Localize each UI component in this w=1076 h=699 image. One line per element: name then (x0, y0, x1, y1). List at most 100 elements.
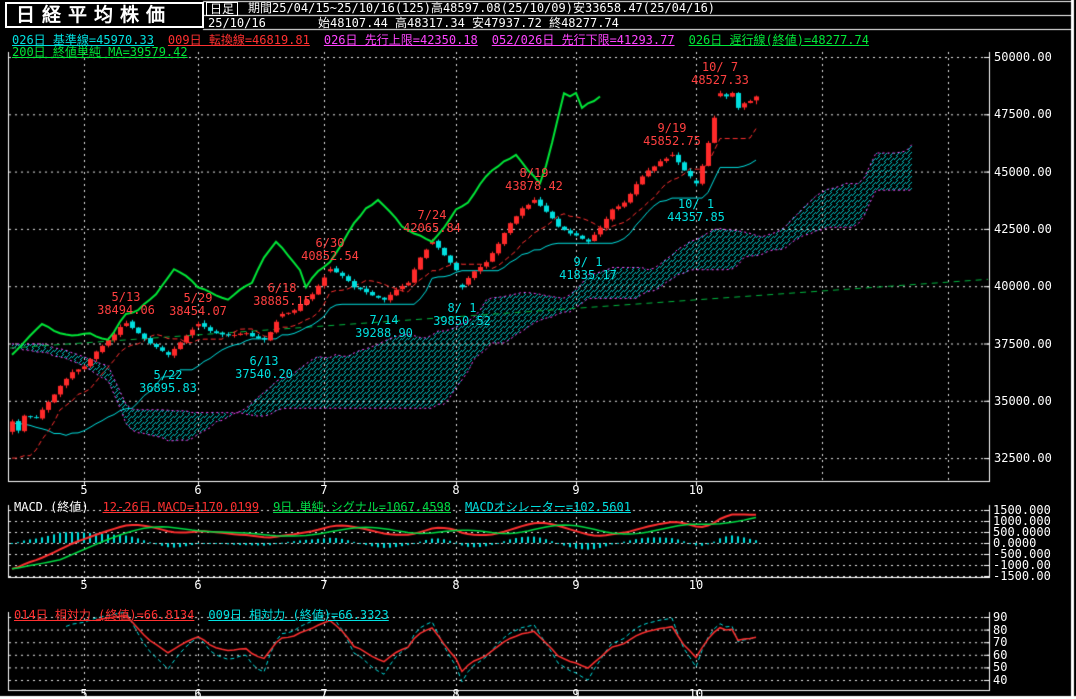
ichimoku-legend-item: 009日 転換線=46819.81 (167, 33, 310, 47)
swing-label-low: 5/22 36895.83 (139, 369, 197, 395)
macd-legend: MACD (終値) 12-26日 MACD=1170.0199 9日 単純 シグナル… (14, 498, 631, 515)
swing-label-low: 10/ 1 44357.85 (667, 198, 725, 224)
swing-label-high: 7/24 42065.84 (403, 207, 461, 235)
macd-month-label: 7 (320, 578, 328, 592)
rsi-month-label: 5 (80, 687, 88, 699)
app-title: 日経平均株価 (16, 4, 173, 26)
swing-label-value: 41835.17 (559, 268, 617, 283)
rsi-month-label: 7 (320, 687, 328, 699)
swing-label-low: 9/ 1 41835.17 (559, 256, 617, 282)
rsi-month-label: 6 (194, 687, 202, 699)
main-month-label: 5 (80, 483, 88, 497)
price-axis-tick: 45000.00 (994, 164, 1052, 179)
macd-legend-item: MACDオシレーター=102.5601 (465, 500, 631, 514)
rsi-axis-tick: 40 (993, 673, 1008, 687)
price-axis-tick: 32500.00 (994, 451, 1052, 466)
ichimoku-legend-item: 026日 遅行線(終値)=48277.74 (688, 33, 869, 47)
rsi-legend-item: 009日 相対力 (終値)=66.3323 (208, 608, 389, 622)
swing-label-date: 5/29 (183, 290, 213, 305)
swing-label-date: 10/ 1 (677, 197, 715, 212)
swing-label-value: 38494.06 (97, 302, 155, 317)
rsi-month-label: 8 (452, 687, 460, 699)
swing-label-high: 5/13 38494.06 (97, 289, 155, 317)
macd-axis-tick: -500.000 (993, 547, 1051, 561)
macd-axis-tick: 1000.000 (993, 514, 1051, 528)
macd-month-label: 8 (452, 578, 460, 592)
swing-label-value: 37540.20 (235, 366, 293, 381)
swing-label-high: 6/30 40852.54 (301, 235, 359, 263)
ichimoku-legend-item: 052/026日 先行下限=41293.77 (491, 33, 675, 47)
ichimoku-legend: 026日 基準線=45970.33 009日 転換線=46819.81 026日 先… (12, 31, 869, 48)
swing-label-value: 43878.42 (505, 179, 563, 194)
macd-month-label: 10 (688, 578, 704, 592)
rsi-axis-tick: 80 (993, 622, 1008, 637)
timeframe-badge: 日足 (206, 2, 239, 16)
macd-axis-tick: 1500.000 (993, 503, 1051, 517)
ichimoku-legend-item: 026日 基準線=45970.33 (12, 33, 154, 47)
price-axis-tick: 40000.00 (994, 279, 1052, 294)
swing-label-date: 8/19 (519, 166, 549, 181)
rsi-month-label: 10 (688, 687, 704, 699)
macd-month-label: 5 (80, 578, 88, 592)
swing-label-high: 6/18 38885.15 (253, 280, 311, 308)
rsi-axis-tick: 50 (993, 660, 1008, 675)
swing-label-date: 9/19 (657, 121, 687, 136)
main-month-label: 8 (452, 483, 460, 497)
rsi-legend: 014日 相対力 (終値)=66.8134 009日 相対力 (終値)=66.33… (14, 606, 389, 623)
macd-panel-title: MACD (終値) (14, 500, 89, 514)
swing-label-date: 10/ 7 (701, 59, 739, 74)
macd-axis-tick: 500.0000 (993, 525, 1051, 539)
rsi-legend-item: 014日 相対力 (終値)=66.8134 (14, 608, 195, 622)
ma-legend: 200日 終値単純 MA=39579.42 (12, 43, 188, 60)
swing-label-value: 44357.85 (667, 210, 725, 225)
swing-label-high: 9/19 45852.75 (643, 122, 701, 148)
swing-label-date: 5/22 (153, 368, 183, 383)
swing-label-low: 8/ 1 39850.52 (433, 300, 491, 328)
swing-label-date: 8/ 1 (447, 300, 477, 315)
rsi-axis-tick: 90 (993, 610, 1008, 624)
ma200-legend-item: 200日 終値単純 MA=39579.42 (12, 45, 188, 59)
swing-label-low: 7/14 39288.90 (355, 314, 413, 340)
swing-label-date: 6/13 (249, 353, 279, 368)
swing-label-high: 5/29 38454.07 (169, 290, 227, 318)
swing-label-date: 7/24 (417, 207, 447, 222)
swing-label-value: 36895.83 (139, 381, 197, 396)
macd-axis-tick: 0.0000 (993, 536, 1037, 550)
swing-label-value: 42065.84 (403, 220, 461, 235)
price-axis-tick: 42500.00 (994, 221, 1052, 236)
macd-legend-item: 9日 単純 シグナル=1067.4598 (273, 500, 451, 514)
main-month-label: 9 (572, 483, 580, 497)
app-title-box: 日経平均株価 (5, 2, 204, 28)
current-ohlc: 始48107.44 高48317.34 安47937.72 終48277.74 (318, 16, 619, 30)
macd-axis-tick: -1500.00 (993, 569, 1051, 583)
swing-label-value: 38454.07 (169, 303, 227, 318)
rsi-axis-tick: 70 (993, 635, 1008, 650)
ichimoku-legend-item: 026日 先行上限=42350.18 (323, 33, 478, 47)
swing-label-date: 7/14 (369, 313, 399, 328)
price-axis-tick: 37500.00 (994, 336, 1052, 351)
macd-legend-item: 12-26日 MACD=1170.0199 (102, 500, 260, 514)
macd-axis-tick: -1000.00 (993, 558, 1051, 572)
price-axis-tick: 35000.00 (994, 393, 1052, 408)
swing-label-value: 39850.52 (433, 313, 491, 328)
swing-label-high: 10/ 7 48527.33 (691, 59, 749, 87)
swing-label-date: 9/ 1 (573, 255, 603, 270)
main-month-label: 6 (194, 483, 202, 497)
swing-label-value: 40852.54 (301, 248, 359, 263)
period-summary: 期間25/04/15~25/10/16(125)高48597.08(25/10/… (248, 1, 716, 15)
swing-label-date: 6/30 (315, 235, 345, 250)
price-axis-tick: 47500.00 (994, 107, 1052, 122)
price-axis-tick: 50000.00 (994, 50, 1052, 64)
swing-label-date: 5/13 (111, 289, 141, 304)
swing-label-value: 38885.15 (253, 293, 311, 308)
macd-month-label: 6 (194, 578, 202, 592)
rsi-axis-tick: 60 (993, 647, 1008, 662)
swing-label-date: 6/18 (267, 280, 297, 295)
swing-label-high: 8/19 43878.42 (505, 167, 563, 193)
swing-label-low: 6/13 37540.20 (235, 353, 293, 381)
swing-label-value: 48527.33 (691, 72, 749, 87)
swing-label-value: 45852.75 (643, 134, 701, 149)
main-month-label: 7 (320, 483, 328, 497)
